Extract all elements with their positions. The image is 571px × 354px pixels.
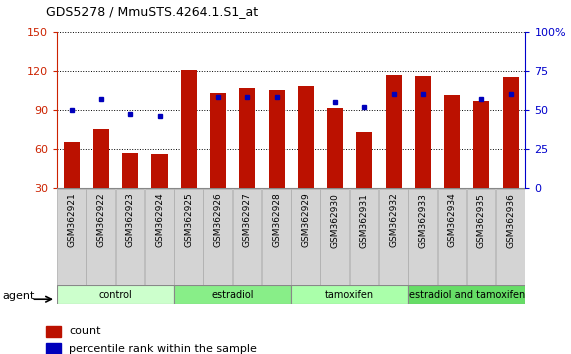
Text: GSM362927: GSM362927 — [243, 193, 252, 247]
FancyBboxPatch shape — [291, 285, 408, 304]
Bar — [298, 86, 314, 188]
Text: GSM362921: GSM362921 — [67, 193, 77, 247]
Bar — [93, 129, 109, 188]
Text: estradiol and tamoxifen: estradiol and tamoxifen — [409, 290, 525, 300]
Bar — [268, 90, 284, 188]
Text: percentile rank within the sample: percentile rank within the sample — [69, 344, 257, 354]
Bar — [210, 93, 226, 188]
FancyBboxPatch shape — [467, 189, 496, 287]
FancyBboxPatch shape — [203, 189, 232, 287]
Text: GSM362924: GSM362924 — [155, 193, 164, 247]
FancyBboxPatch shape — [349, 189, 379, 287]
FancyBboxPatch shape — [145, 189, 174, 287]
Text: GSM362928: GSM362928 — [272, 193, 281, 247]
FancyBboxPatch shape — [379, 189, 408, 287]
FancyBboxPatch shape — [437, 189, 466, 287]
FancyBboxPatch shape — [408, 189, 437, 287]
FancyBboxPatch shape — [233, 189, 262, 287]
Bar — [122, 153, 138, 188]
Text: GSM362931: GSM362931 — [360, 193, 369, 247]
Text: GSM362936: GSM362936 — [506, 193, 515, 247]
Bar — [385, 75, 401, 188]
Text: GSM362933: GSM362933 — [419, 193, 428, 247]
FancyBboxPatch shape — [115, 189, 144, 287]
Bar — [181, 69, 197, 188]
Bar — [444, 96, 460, 188]
Bar — [239, 88, 255, 188]
Text: GSM362929: GSM362929 — [301, 193, 311, 247]
FancyBboxPatch shape — [174, 189, 203, 287]
Bar — [356, 132, 372, 188]
Bar — [46, 343, 61, 354]
Bar — [64, 142, 80, 188]
FancyBboxPatch shape — [57, 189, 86, 287]
Text: GSM362930: GSM362930 — [331, 193, 340, 247]
FancyBboxPatch shape — [262, 189, 291, 287]
Bar — [502, 77, 518, 188]
Text: GSM362923: GSM362923 — [126, 193, 135, 247]
Bar — [327, 108, 343, 188]
Text: tamoxifen: tamoxifen — [325, 290, 375, 300]
Text: GSM362934: GSM362934 — [448, 193, 457, 247]
FancyBboxPatch shape — [57, 285, 174, 304]
Bar — [473, 101, 489, 188]
FancyBboxPatch shape — [174, 285, 291, 304]
Text: GSM362922: GSM362922 — [96, 193, 106, 247]
Bar — [415, 76, 431, 188]
Bar — [46, 326, 61, 337]
FancyBboxPatch shape — [496, 189, 525, 287]
FancyBboxPatch shape — [320, 189, 349, 287]
Text: GDS5278 / MmuSTS.4264.1.S1_at: GDS5278 / MmuSTS.4264.1.S1_at — [46, 5, 258, 18]
FancyBboxPatch shape — [408, 285, 525, 304]
FancyBboxPatch shape — [86, 189, 115, 287]
Text: GSM362935: GSM362935 — [477, 193, 486, 247]
Text: GSM362932: GSM362932 — [389, 193, 398, 247]
Text: estradiol: estradiol — [211, 290, 254, 300]
Bar — [151, 154, 167, 188]
Text: GSM362925: GSM362925 — [184, 193, 194, 247]
Text: agent: agent — [3, 291, 35, 301]
Text: control: control — [99, 290, 132, 300]
FancyBboxPatch shape — [291, 189, 320, 287]
Text: count: count — [69, 326, 100, 336]
Text: GSM362926: GSM362926 — [214, 193, 223, 247]
